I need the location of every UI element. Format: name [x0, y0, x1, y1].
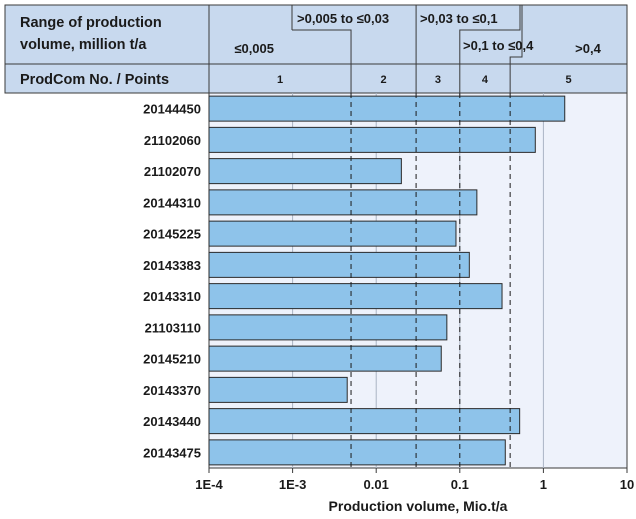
bar — [208, 345, 442, 372]
range-bracket — [459, 5, 521, 64]
header-class-row-bg — [4, 63, 628, 94]
category-label: 20143310 — [143, 289, 201, 304]
category-labels: 20144450 21102060 21102070 20144310 20145225… — [143, 102, 201, 461]
bar — [208, 158, 402, 185]
range-label: >0,005 to ≤0,03 — [297, 11, 389, 26]
class-number: 1 — [277, 74, 283, 86]
category-label: 21102060 — [144, 133, 201, 148]
bar — [208, 220, 457, 247]
range-label: >0,03 to ≤0,1 — [420, 11, 498, 26]
range-bracket — [291, 5, 352, 64]
range-label: >0,4 — [575, 41, 601, 56]
class-number: 2 — [380, 74, 386, 86]
x-axis-title: Production volume, Mio.t/a — [329, 498, 508, 514]
bar — [208, 95, 566, 122]
header-boundary-lines — [291, 5, 523, 93]
gridlines — [292, 93, 544, 468]
category-label: 20144450 — [143, 102, 201, 117]
bar — [208, 408, 521, 435]
x-tick-label: 0.01 — [364, 477, 389, 492]
category-label: 21103110 — [145, 320, 201, 335]
category-label: 20145210 — [143, 352, 201, 367]
category-label: 20143370 — [143, 383, 201, 398]
bar — [208, 283, 503, 310]
x-tick-label: 10 — [620, 477, 634, 492]
bar — [208, 376, 348, 403]
x-tick-label: 1E-4 — [195, 477, 223, 492]
x-tick-label: 1E-3 — [279, 477, 306, 492]
range-title-line1: Range of production — [20, 15, 162, 31]
category-label: 20143475 — [143, 445, 201, 460]
class-number: 4 — [482, 74, 489, 86]
category-label: 20143440 — [143, 414, 201, 429]
bar — [208, 126, 536, 153]
x-tick-label: 1 — [540, 477, 547, 492]
bars — [208, 95, 566, 466]
range-label: >0,1 to ≤0,4 — [463, 38, 534, 53]
class-number: 3 — [435, 74, 441, 86]
plot-area — [208, 92, 628, 469]
range-title-line2: volume, million t/a — [20, 37, 147, 53]
x-axis-ticks: 1E-4 1E-3 0.01 0.1 1 10 — [195, 468, 634, 492]
bar — [208, 189, 478, 216]
header-class-labels: 1 2 3 4 5 — [277, 74, 572, 86]
range-label: ≤0,005 — [234, 41, 274, 56]
header-band: Range of production volume, million t/a … — [4, 4, 628, 94]
header-range-labels: ≤0,005 >0,005 to ≤0,03 >0,03 to ≤0,1 >0,1 t… — [234, 11, 601, 56]
header-range-row-bg — [4, 4, 628, 65]
bar — [208, 251, 470, 278]
class-number: 5 — [566, 74, 572, 86]
bar — [208, 439, 506, 466]
bar — [208, 314, 448, 341]
category-label: 20145225 — [143, 227, 201, 242]
range-bracket — [509, 5, 523, 64]
category-label: 20143383 — [143, 258, 201, 273]
class-title: ProdCom No. / Points — [20, 72, 169, 88]
category-label: 20144310 — [143, 195, 201, 210]
category-label: 21102070 — [144, 164, 201, 179]
x-tick-label: 0.1 — [451, 477, 469, 492]
